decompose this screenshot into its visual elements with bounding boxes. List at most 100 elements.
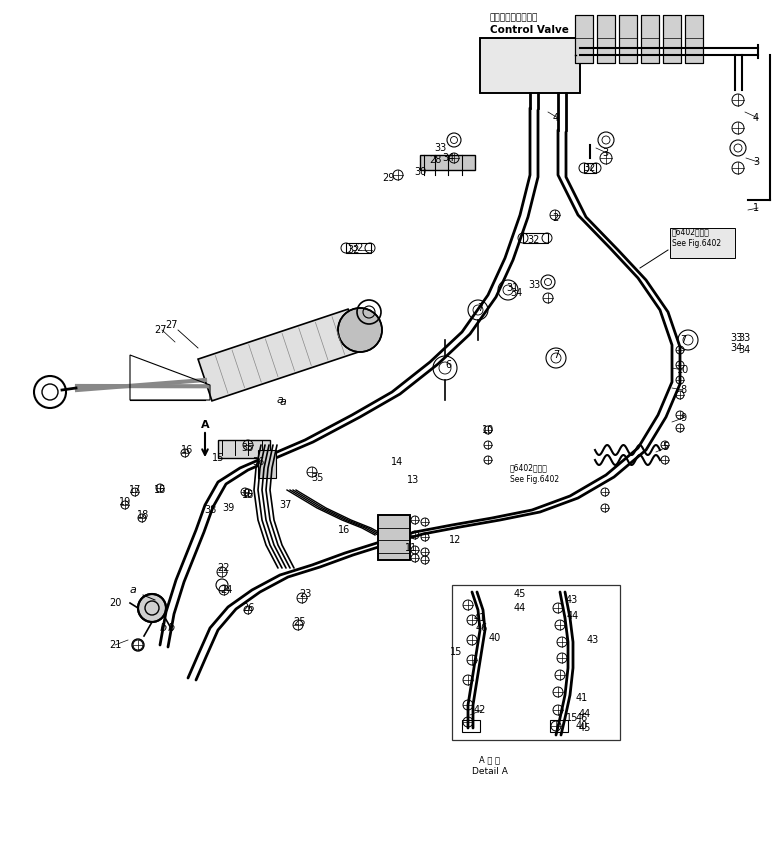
Text: 2: 2 [552, 213, 558, 223]
Text: 40: 40 [489, 633, 501, 643]
Text: 第6402図参照: 第6402図参照 [672, 227, 710, 237]
Text: 37: 37 [279, 500, 291, 510]
Text: 7: 7 [553, 350, 559, 360]
Text: 34: 34 [442, 153, 454, 163]
Text: Detail A: Detail A [472, 768, 508, 776]
Bar [550, 720, 568, 732]
Bar [663, 15, 681, 63]
Bar [420, 155, 475, 170]
Text: A 詳 図: A 詳 図 [480, 755, 501, 765]
Bar [575, 15, 593, 63]
Text: 4: 4 [553, 113, 559, 123]
Text: 3: 3 [602, 148, 608, 158]
Text: 7: 7 [477, 303, 483, 313]
Text: 35: 35 [312, 473, 324, 483]
Text: 35: 35 [242, 443, 254, 453]
Text: 26: 26 [242, 603, 254, 613]
Text: 10: 10 [677, 365, 689, 375]
Text: 第6402図参照: 第6402図参照 [510, 463, 548, 472]
Text: 14: 14 [391, 457, 403, 467]
Text: コントロールバルブ: コントロールバルブ [490, 13, 539, 23]
Text: 34: 34 [510, 288, 522, 298]
Bar [584, 163, 596, 173]
Text: 18: 18 [137, 510, 149, 520]
Text: 30: 30 [414, 167, 426, 177]
Text: 24: 24 [220, 585, 232, 595]
Text: See Fig.6402: See Fig.6402 [510, 475, 559, 483]
Text: a: a [280, 397, 287, 407]
Text: 22: 22 [218, 563, 230, 573]
Text: 44: 44 [579, 709, 591, 719]
Text: 32: 32 [348, 245, 360, 255]
Bar [641, 15, 659, 63]
Text: 9: 9 [680, 413, 686, 423]
Bar [480, 38, 580, 93]
Text: 38: 38 [204, 505, 216, 515]
Text: 17: 17 [129, 485, 141, 495]
Text: 40: 40 [576, 721, 588, 731]
Text: 16: 16 [338, 525, 350, 535]
Text: 46: 46 [476, 623, 488, 633]
Text: 20: 20 [109, 598, 121, 608]
Text: 42: 42 [474, 705, 486, 715]
Text: 43: 43 [587, 635, 599, 645]
Text: Control Valve: Control Valve [490, 25, 569, 35]
Text: 29: 29 [382, 173, 394, 183]
Text: 8: 8 [680, 385, 686, 395]
Text: 45: 45 [514, 589, 526, 599]
Bar [346, 243, 371, 253]
Text: 16: 16 [181, 445, 193, 455]
Text: 33: 33 [528, 280, 540, 290]
Text: 11: 11 [405, 543, 417, 553]
Text: 33: 33 [434, 143, 446, 153]
Text: b: b [168, 623, 175, 633]
Text: 15: 15 [212, 453, 224, 463]
Text: 34: 34 [738, 345, 750, 355]
Text: 3: 3 [753, 157, 759, 167]
Bar [452, 585, 620, 740]
Text: See Fig.6402: See Fig.6402 [672, 238, 721, 248]
Text: 43: 43 [566, 595, 578, 605]
Text: A: A [201, 420, 209, 430]
Text: 41: 41 [576, 693, 588, 703]
Circle shape [338, 308, 382, 352]
Polygon shape [198, 309, 362, 401]
Text: 32: 32 [528, 235, 540, 245]
Text: 25: 25 [294, 617, 306, 627]
Text: 16: 16 [242, 490, 254, 500]
Bar [619, 15, 637, 63]
Text: 41: 41 [474, 613, 486, 623]
Bar [685, 15, 703, 63]
Text: 13: 13 [407, 475, 419, 485]
Text: 33: 33 [738, 333, 750, 343]
Text: 46: 46 [576, 713, 588, 723]
Bar [575, 15, 593, 63]
Text: 32: 32 [584, 163, 596, 173]
Bar [378, 515, 410, 560]
Bar [670, 228, 735, 258]
Text: 36: 36 [252, 457, 264, 467]
Bar [218, 440, 270, 458]
Bar [663, 15, 681, 63]
Text: 23: 23 [299, 589, 312, 599]
Text: 45: 45 [579, 723, 591, 733]
Text: 44: 44 [514, 603, 526, 613]
Text: 31: 31 [506, 283, 518, 293]
Text: a: a [277, 395, 284, 405]
Text: 6: 6 [445, 360, 451, 370]
Text: 10: 10 [482, 425, 494, 435]
Circle shape [138, 594, 166, 622]
Text: 7: 7 [680, 335, 686, 345]
Text: 1: 1 [753, 203, 759, 213]
Bar [378, 515, 410, 560]
Text: 27: 27 [153, 325, 167, 335]
Bar [258, 450, 276, 478]
Bar [480, 38, 580, 93]
Text: 33: 33 [730, 333, 742, 343]
Bar [685, 15, 703, 63]
Bar [597, 15, 615, 63]
Text: 34: 34 [730, 343, 742, 353]
Text: 21: 21 [109, 640, 121, 650]
Text: 32: 32 [352, 243, 364, 253]
Text: 39: 39 [222, 503, 234, 513]
